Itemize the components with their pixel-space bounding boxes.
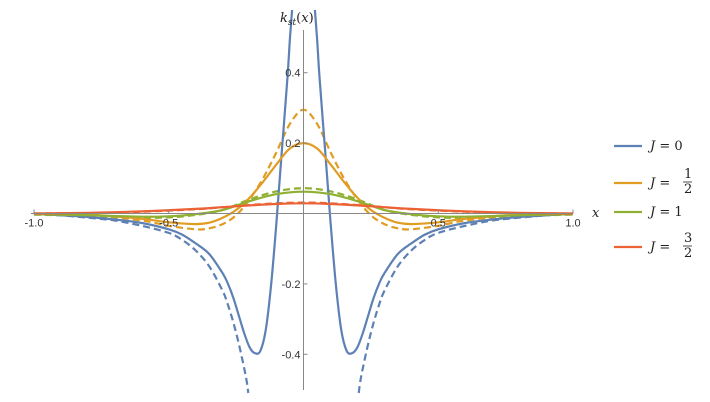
svg-text:J =: J =	[647, 240, 670, 255]
legend-entry-j0: J = 0	[614, 139, 683, 154]
ticks-layer: -1.0 -0.5 0.5 1.0 0.4 0.2 -0.2 -0.4	[25, 68, 581, 362]
svg-text:2: 2	[684, 246, 692, 261]
legend-entry-j1: J = 1	[614, 205, 683, 220]
y-tick-label: -0.2	[282, 279, 301, 291]
x-tick-label: -0.5	[159, 218, 178, 230]
x-axis-label: x	[592, 206, 600, 221]
svg-text:3: 3	[684, 231, 692, 246]
series-line-j-0	[33, 10, 574, 355]
y-tick-label: 0.4	[285, 68, 300, 80]
series-line-j-0-dashed--part0	[33, 212, 250, 394]
legend: J = 0 J = 1 2 J = 1 J = 3 2	[614, 139, 692, 261]
series-line-j-1-dashed-	[33, 187, 574, 219]
series-line-j-0-dashed--part1	[357, 212, 574, 394]
y-axis-label: kst(x)	[280, 11, 314, 28]
x-tick-label: 0.5	[431, 218, 446, 230]
svg-text:J = 1: J = 1	[647, 205, 683, 220]
x-tick-label: 1.0	[565, 218, 580, 230]
y-tick-label: -0.4	[282, 349, 301, 361]
legend-entry-j-three-halves: J = 3 2	[614, 231, 692, 261]
svg-text:2: 2	[684, 182, 692, 197]
svg-text:1: 1	[684, 167, 692, 182]
svg-text:J = 0: J = 0	[647, 139, 683, 154]
legend-entry-j-half: J = 1 2	[614, 167, 692, 197]
svg-text:J =: J =	[647, 176, 670, 191]
x-tick-label: -1.0	[25, 218, 44, 230]
y-tick-label: 0.2	[285, 138, 300, 150]
